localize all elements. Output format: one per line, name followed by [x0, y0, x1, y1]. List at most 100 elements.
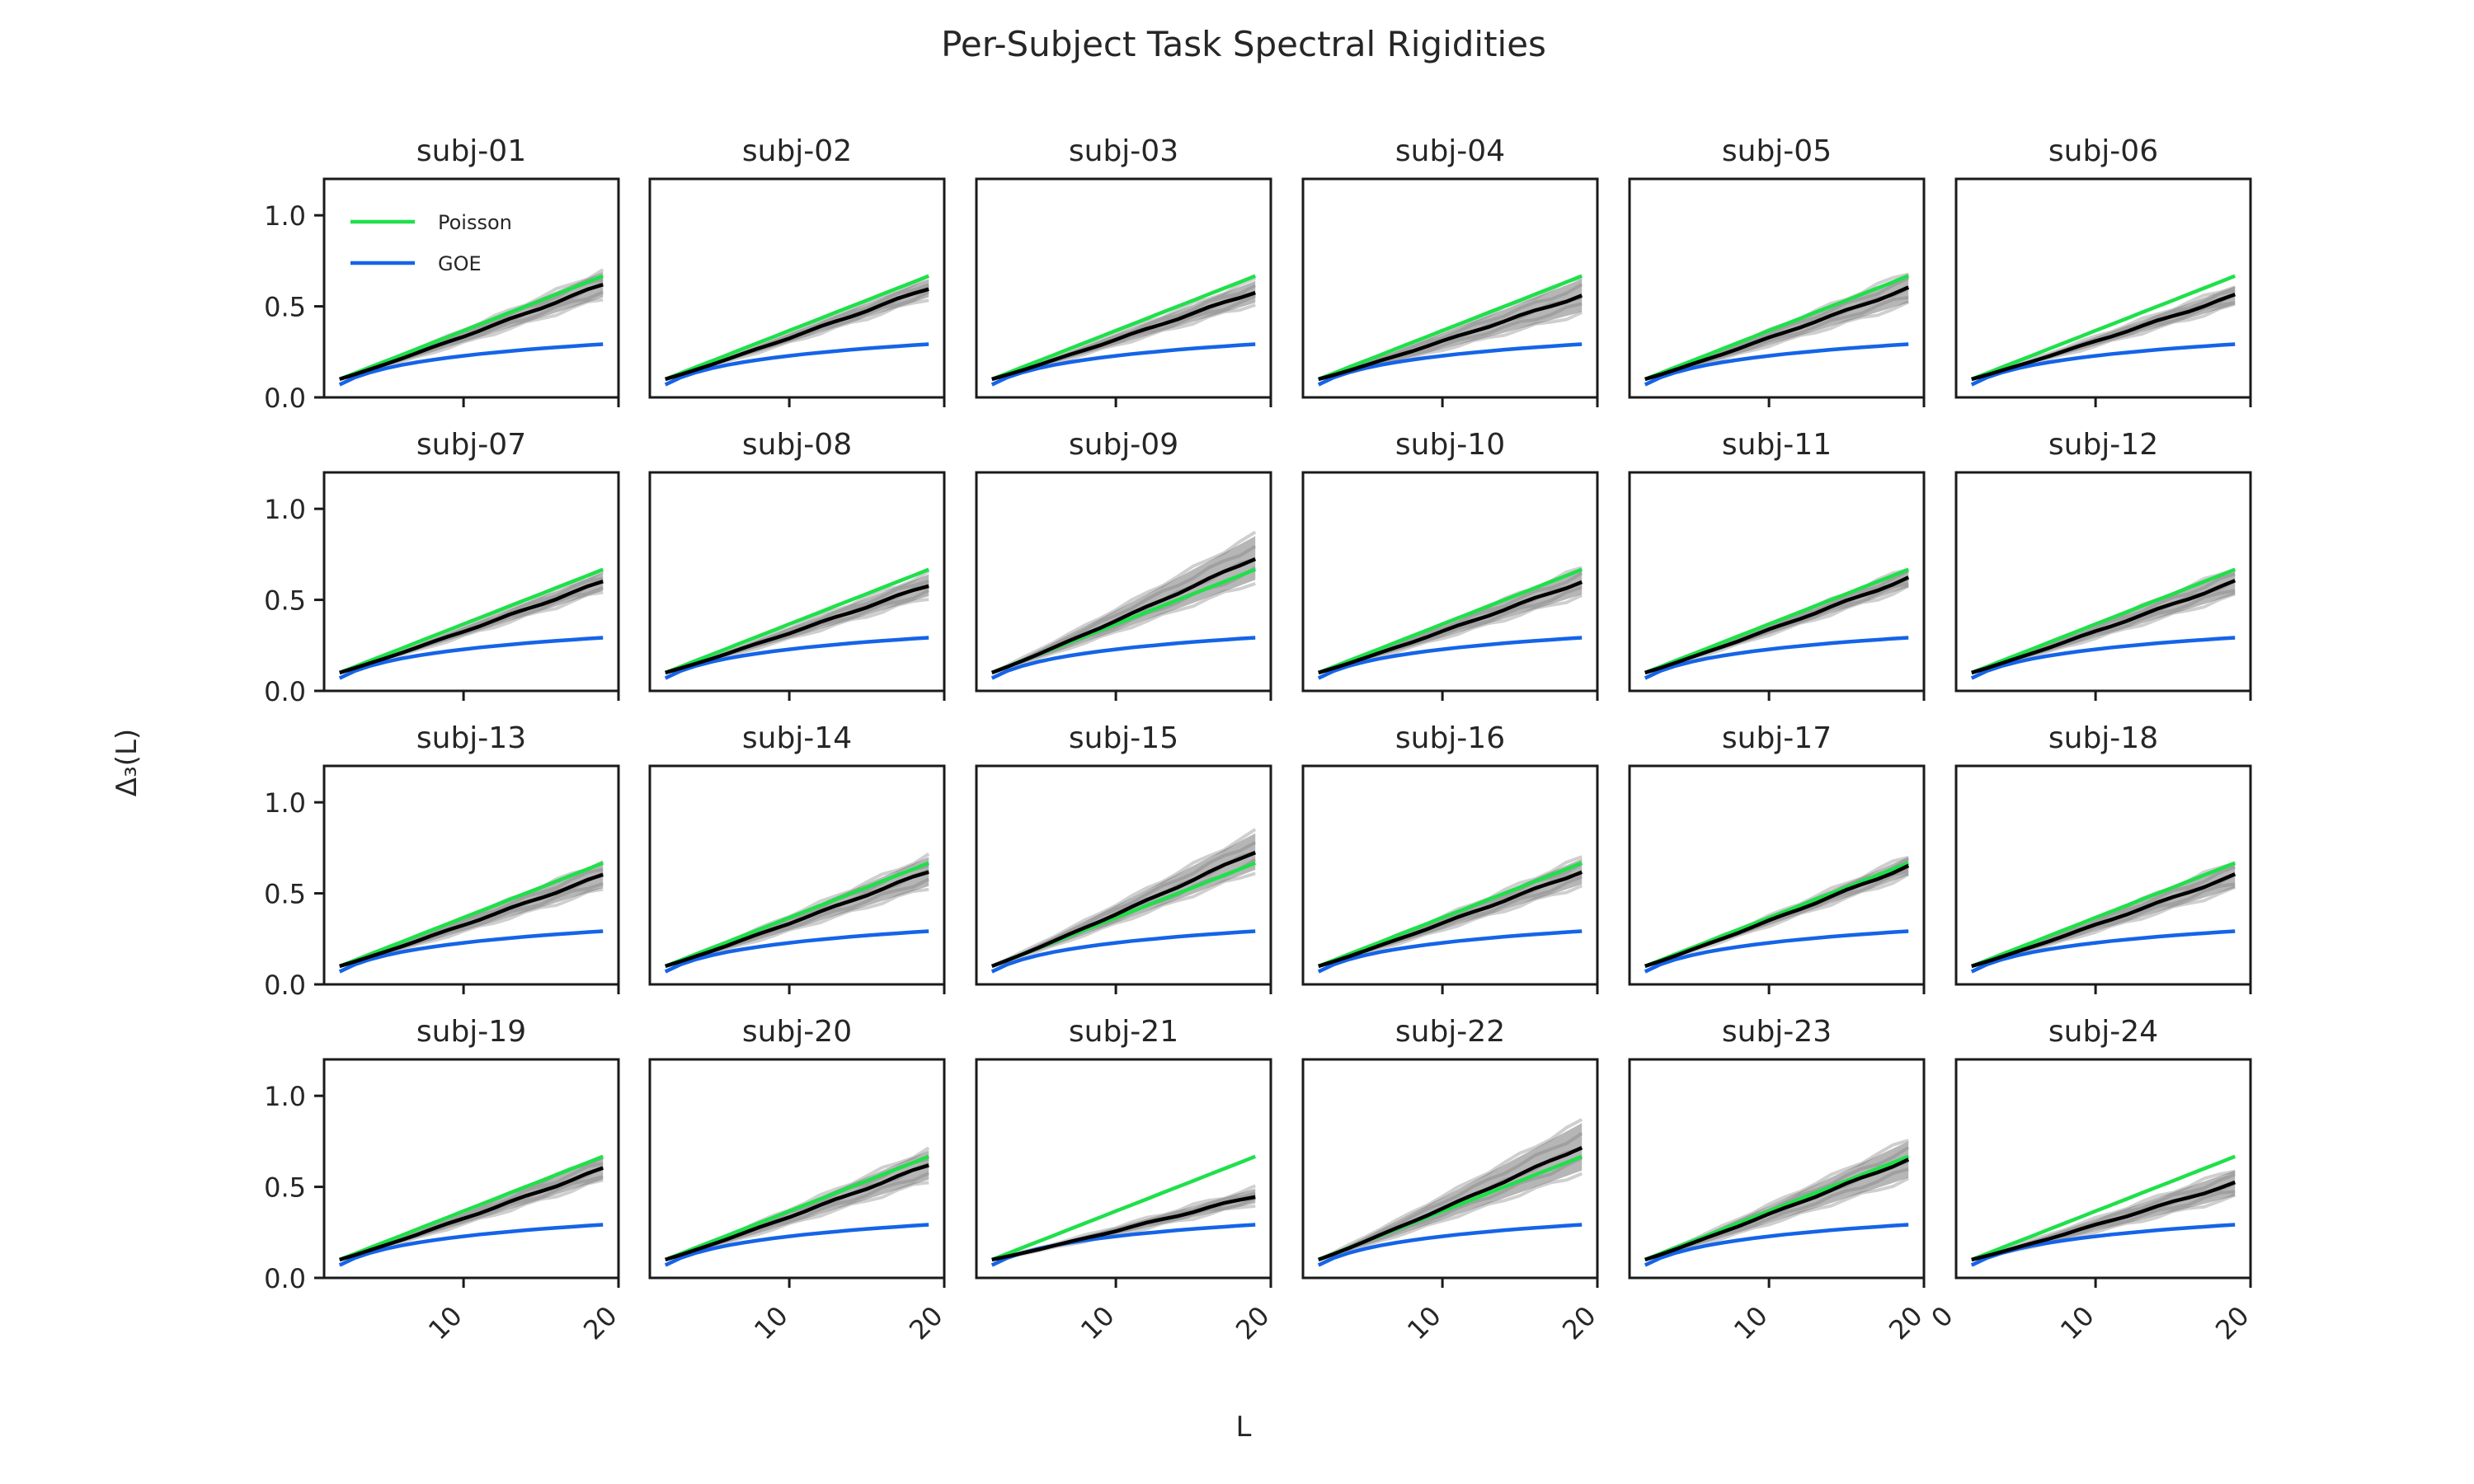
panel-16: subj-16 — [1301, 721, 1599, 994]
x-tick-label: 10 — [748, 1300, 794, 1346]
series-goe — [664, 1223, 929, 1267]
mean-line — [339, 1166, 604, 1262]
panel-9: subj-09 — [975, 428, 1272, 701]
mean-line — [1318, 580, 1583, 675]
panel-20: subj-20 10 20 — [648, 1015, 949, 1346]
panels: subj-01 0.0 0.5 1.0 Poisson GOE subj-02 subj-03… — [264, 134, 2255, 1345]
series-goe — [664, 929, 929, 974]
panel-title: subj-10 — [1395, 428, 1505, 462]
panel-23: subj-23 10 20 — [1628, 1015, 1929, 1346]
panel-title: subj-18 — [2048, 721, 2158, 755]
mean-line — [1644, 575, 1910, 675]
panel-13: subj-13 0.0 0.5 1.0 — [264, 721, 620, 1001]
x-tick-label: 10 — [422, 1300, 468, 1346]
panel-title: subj-23 — [1722, 1015, 1832, 1049]
mean-line — [1318, 1145, 1583, 1262]
mean-line — [339, 580, 604, 675]
panel-title: subj-19 — [416, 1015, 526, 1049]
run-line — [1318, 1172, 1583, 1261]
y-tick-label: 0.0 — [264, 970, 306, 1001]
series-goe — [1317, 636, 1583, 680]
x-tick-label: 20 — [903, 1300, 949, 1346]
panel-title: subj-15 — [1069, 721, 1178, 755]
panel-frame — [648, 764, 946, 986]
legend-label-goe: GOE — [438, 252, 482, 275]
panel-3: subj-03 — [975, 134, 1272, 407]
panel-title: subj-09 — [1069, 428, 1178, 462]
series-poisson — [664, 861, 930, 969]
panel-title: subj-07 — [416, 428, 526, 462]
series-poisson — [1317, 567, 1583, 675]
series-poisson — [338, 567, 604, 675]
series-goe — [1644, 342, 1909, 387]
series-poisson — [338, 1154, 604, 1262]
y-axis-label: Δ₃(L) — [111, 729, 143, 796]
series-goe — [664, 636, 929, 680]
y-tick-label: 1.0 — [264, 494, 306, 525]
y-tick-label: 0.5 — [264, 585, 306, 617]
panel-frame — [648, 1058, 946, 1280]
panel-frame — [1628, 177, 1926, 399]
mean-line — [1971, 579, 2236, 675]
run-line — [991, 581, 1256, 674]
panel-title: subj-08 — [742, 428, 852, 462]
run-line — [1644, 1139, 1909, 1261]
panel-frame — [322, 764, 620, 986]
mean-line — [665, 287, 929, 382]
mean-line — [990, 557, 1257, 675]
x-tick-label: 20 — [1883, 1300, 1929, 1346]
panel-title: subj-01 — [416, 134, 526, 168]
series-poisson — [990, 274, 1257, 382]
series-poisson — [1317, 861, 1583, 969]
panel-5: subj-05 — [1628, 134, 1926, 407]
series-poisson — [338, 274, 604, 382]
series-goe — [338, 929, 604, 974]
panel-12: subj-12 — [1954, 428, 2252, 701]
panel-frame — [975, 764, 1272, 986]
run-line — [991, 1184, 1257, 1261]
y-tick-label: 0.0 — [264, 1263, 306, 1294]
panel-title: subj-20 — [742, 1015, 852, 1049]
series-poisson — [990, 1154, 1257, 1262]
x-tick-label: 0 — [1925, 1300, 1959, 1334]
panel-frame — [1954, 471, 2252, 693]
series-goe — [990, 636, 1256, 680]
panel-6: subj-06 — [1954, 134, 2252, 407]
x-axis-label: L — [1236, 1411, 1252, 1444]
panel-8: subj-08 — [648, 428, 946, 701]
x-tick-label: 20 — [2209, 1300, 2255, 1346]
panel-frame — [322, 471, 620, 693]
panel-frame — [322, 177, 620, 399]
panel-frame — [1628, 471, 1926, 693]
legend: Poisson GOE — [350, 211, 512, 275]
series-goe — [1970, 342, 2236, 387]
y-tick-label: 1.0 — [264, 787, 306, 819]
y-tick-label: 1.0 — [264, 200, 306, 232]
panel-frame — [1301, 471, 1599, 693]
panel-frame — [1628, 764, 1926, 986]
series-goe — [1317, 929, 1583, 974]
series-poisson — [1317, 274, 1583, 382]
panel-frame — [648, 471, 946, 693]
panel-title: subj-21 — [1069, 1015, 1178, 1049]
series-poisson — [1970, 274, 2236, 382]
run-line — [1317, 1118, 1583, 1261]
series-goe — [1970, 636, 2236, 680]
panel-title: subj-12 — [2048, 428, 2158, 462]
series-goe — [990, 929, 1256, 974]
panel-15: subj-15 — [975, 721, 1272, 994]
panel-title: subj-04 — [1395, 134, 1505, 168]
mean-line — [1971, 872, 2236, 969]
panel-7: subj-07 0.0 0.5 1.0 — [264, 428, 620, 707]
panel-4: subj-04 — [1301, 134, 1599, 407]
run-line — [990, 828, 1257, 968]
panel-frame — [1628, 1058, 1926, 1280]
panel-frame — [975, 177, 1272, 399]
series-goe — [1644, 636, 1909, 680]
y-tick-label: 0.5 — [264, 879, 306, 910]
x-tick-label: 10 — [2054, 1300, 2100, 1346]
panel-21: subj-21 10 20 — [975, 1015, 1276, 1345]
run-line — [991, 871, 1256, 968]
mean-line — [990, 851, 1257, 969]
